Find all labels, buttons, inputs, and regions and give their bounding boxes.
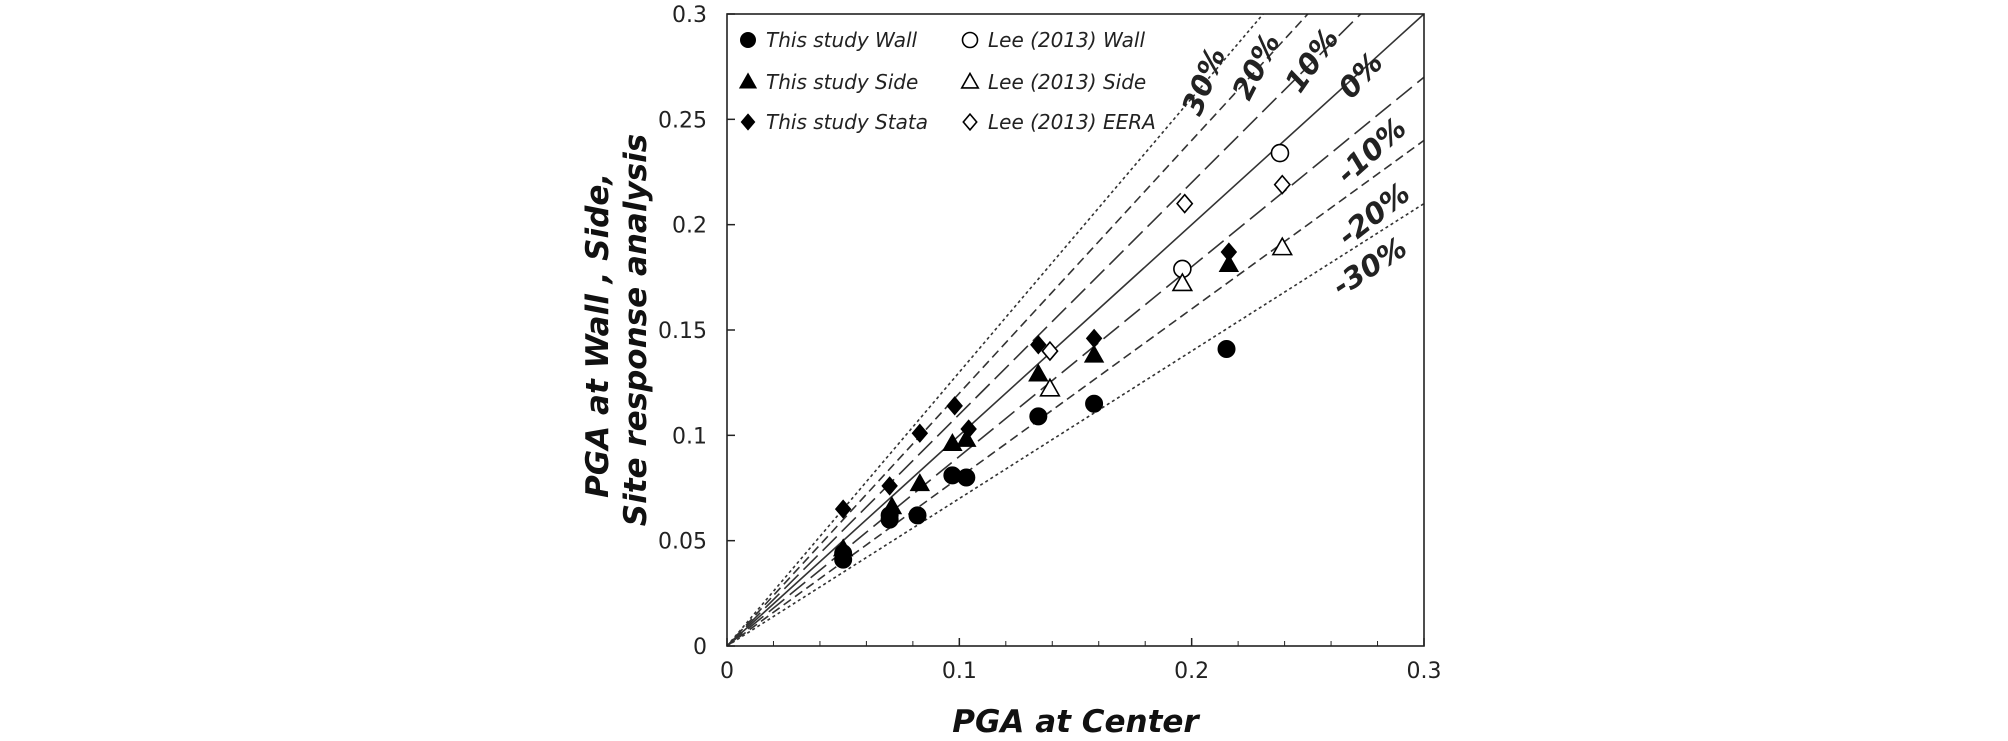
- data-points: [832, 143, 1294, 569]
- y-tick-label: 0.2: [672, 214, 707, 239]
- reference-line-5: [726, 76, 1425, 647]
- legend-label-4: Lee (2013) Wall: [988, 28, 1145, 52]
- legend-marker-2: [738, 72, 758, 89]
- s2-point-3: [909, 473, 931, 492]
- reference-line-label-4: 0%: [1331, 46, 1389, 105]
- s3-point-8: [1220, 242, 1238, 262]
- legend-label-3: This study Stata: [766, 110, 928, 134]
- s5-point-3: [1271, 236, 1294, 256]
- legend-marker-1: [740, 32, 756, 48]
- legend-label-2: This study Side: [766, 70, 918, 94]
- x-tick-label: 0.3: [1407, 659, 1442, 684]
- s3-point-5: [960, 419, 977, 439]
- legend-label-6: Lee (2013) EERA: [988, 110, 1156, 134]
- s3-point-2: [881, 476, 898, 496]
- legend: This study Wall This study Side This study…: [738, 28, 1156, 134]
- s4-point-2: [1270, 143, 1290, 163]
- s2-point-2: [881, 496, 903, 515]
- s3-point-7: [1085, 328, 1103, 349]
- reference-line-4: [726, 13, 1425, 647]
- reference-line-label-7: -30%: [1326, 230, 1413, 303]
- s6-point-3: [1273, 174, 1291, 195]
- s2-point-6: [1028, 363, 1049, 382]
- reference-line-label-1: 30%: [1175, 43, 1233, 120]
- y-tick-label: 0.15: [658, 319, 707, 344]
- reference-line-label-6: -20%: [1331, 176, 1416, 253]
- s1-point-5: [908, 506, 927, 525]
- s1-point-10: [1217, 339, 1236, 358]
- y-tick-label: 0.25: [658, 108, 707, 133]
- reference-line-6: [726, 139, 1425, 647]
- reference-line-3: [726, 13, 1362, 647]
- s3-point-1: [834, 499, 852, 519]
- s5-point-2: [1171, 272, 1194, 292]
- reference-line-label-2: 20%: [1225, 28, 1287, 105]
- s3-point-4: [946, 396, 963, 416]
- x-tick-label: 0: [720, 659, 734, 684]
- s5-point-1: [1039, 377, 1061, 397]
- y-axis-title-line-1: PGA at Wall , Side,: [580, 173, 616, 498]
- y-tick-label: 0: [693, 635, 707, 660]
- reference-line-1: [726, 13, 1264, 647]
- y-tick-label: 0.3: [672, 3, 707, 28]
- y-tick-label: 0.05: [658, 530, 707, 555]
- reference-line-2: [726, 13, 1309, 647]
- legend-label-1: This study Wall: [766, 28, 918, 52]
- x-tick-label: 0.2: [1174, 659, 1209, 684]
- s6-point-1: [1041, 340, 1059, 362]
- reference-lines: [726, 13, 1425, 647]
- s2-point-1: [832, 538, 854, 557]
- y-axis-title: PGA at Wall , Side, Site response analys…: [580, 134, 654, 526]
- y-tick-label: 0.1: [672, 424, 707, 449]
- legend-marker-5: [960, 71, 980, 89]
- legend-marker-4: [961, 31, 979, 49]
- legend-label-5: Lee (2013) Side: [988, 70, 1146, 94]
- s3-point-3: [911, 423, 929, 443]
- x-axis-title: PGA at Center: [952, 704, 1200, 740]
- s2-point-5: [956, 428, 977, 447]
- s6-point-2: [1176, 193, 1194, 214]
- s1-point-7: [957, 468, 976, 487]
- legend-marker-3: [740, 113, 756, 131]
- s2-point-8: [1218, 253, 1240, 272]
- reference-line-label-5: -10%: [1330, 111, 1413, 191]
- reference-line-7: [726, 202, 1425, 647]
- y-axis-title-line-2: Site response analysis: [618, 134, 654, 526]
- s1-point-8: [1029, 407, 1048, 426]
- x-tick-label: 0.1: [942, 659, 977, 684]
- s1-point-9: [1085, 394, 1104, 413]
- s3-point-6: [1030, 335, 1047, 355]
- axis-ticks: 0 0.1 0.2 0.3 0 0.05 0.1 0.15 0.2 0.25 0.3: [658, 3, 1441, 684]
- legend-marker-6: [962, 112, 978, 132]
- s2-point-7: [1083, 344, 1105, 363]
